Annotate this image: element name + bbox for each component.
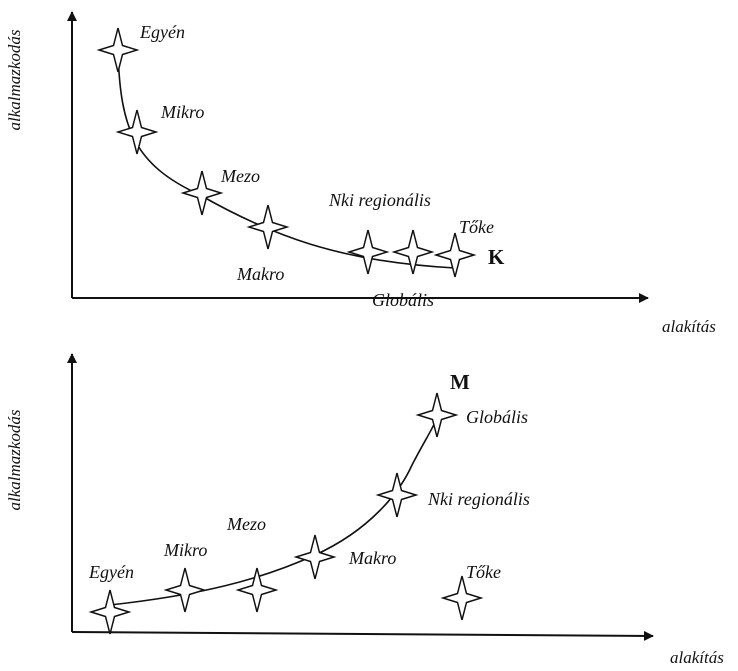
four-point-star-icon: [417, 392, 457, 438]
four-point-star-icon: [248, 204, 288, 250]
bottom-y-axis-label: alkalmazkodás: [5, 409, 24, 510]
four-point-star-icon: [165, 567, 205, 613]
bottom-star-nki-regionalis: [377, 472, 417, 518]
bottom-label-globalis: Globális: [466, 407, 528, 427]
top-x-axis-label: alakítás: [662, 317, 716, 336]
four-point-star-icon: [348, 229, 388, 275]
four-point-star-icon: [435, 232, 475, 278]
four-point-star-icon: [237, 567, 277, 613]
four-point-star-icon: [182, 170, 222, 216]
bottom-label-egyen: Egyén: [88, 562, 134, 582]
top-label-egyen: Egyén: [139, 22, 185, 42]
top-star-toke: [435, 232, 475, 278]
bottom-label-mikro: Mikro: [163, 540, 207, 560]
bottom-diagram: alkalmazkodás alakítás Egyén Mikro Mezo …: [5, 353, 724, 667]
top-star-mikro: [117, 109, 157, 155]
top-curve-label-k: K: [488, 245, 505, 269]
bottom-star-egyen: [90, 589, 130, 635]
bottom-label-toke: Tőke: [466, 562, 501, 582]
bottom-label-makro: Makro: [348, 548, 396, 568]
top-star-globalis: [393, 229, 433, 275]
bottom-curve-label-m: M: [450, 370, 470, 394]
top-label-toke: Tőke: [459, 217, 494, 237]
four-point-star-icon: [442, 575, 482, 621]
bottom-star-mezo: [237, 567, 277, 613]
top-label-mikro: Mikro: [160, 102, 204, 122]
top-star-mezo: [182, 170, 222, 216]
four-point-star-icon: [90, 589, 130, 635]
top-diagram: alkalmazkodás alakítás Egyén Mikro Mezo …: [5, 11, 716, 336]
bottom-label-nki-regionalis: Nki regionális: [427, 489, 530, 509]
four-point-star-icon: [393, 229, 433, 275]
bottom-star-globalis: [417, 392, 457, 438]
top-label-mezo: Mezo: [220, 166, 260, 186]
top-label-nki-regionalis: Nki regionális: [328, 190, 431, 210]
four-point-star-icon: [377, 472, 417, 518]
top-y-axis-label: alkalmazkodás: [5, 29, 24, 130]
bottom-star-makro: [295, 534, 335, 580]
top-label-globalis: Globális: [372, 290, 434, 310]
bottom-star-toke: [442, 575, 482, 621]
top-curve-k: [117, 49, 456, 269]
top-star-makro: [248, 204, 288, 250]
four-point-star-icon: [295, 534, 335, 580]
four-point-star-icon: [117, 109, 157, 155]
bottom-star-mikro: [165, 567, 205, 613]
four-point-star-icon: [98, 27, 138, 73]
top-label-makro: Makro: [236, 264, 284, 284]
bottom-x-axis-label: alakítás: [670, 648, 724, 667]
bottom-label-mezo: Mezo: [226, 514, 266, 534]
top-star-egyen: [98, 27, 138, 73]
bottom-x-axis: [71, 630, 654, 641]
bottom-curve-m: [109, 417, 438, 606]
top-star-nki-regionalis: [348, 229, 388, 275]
